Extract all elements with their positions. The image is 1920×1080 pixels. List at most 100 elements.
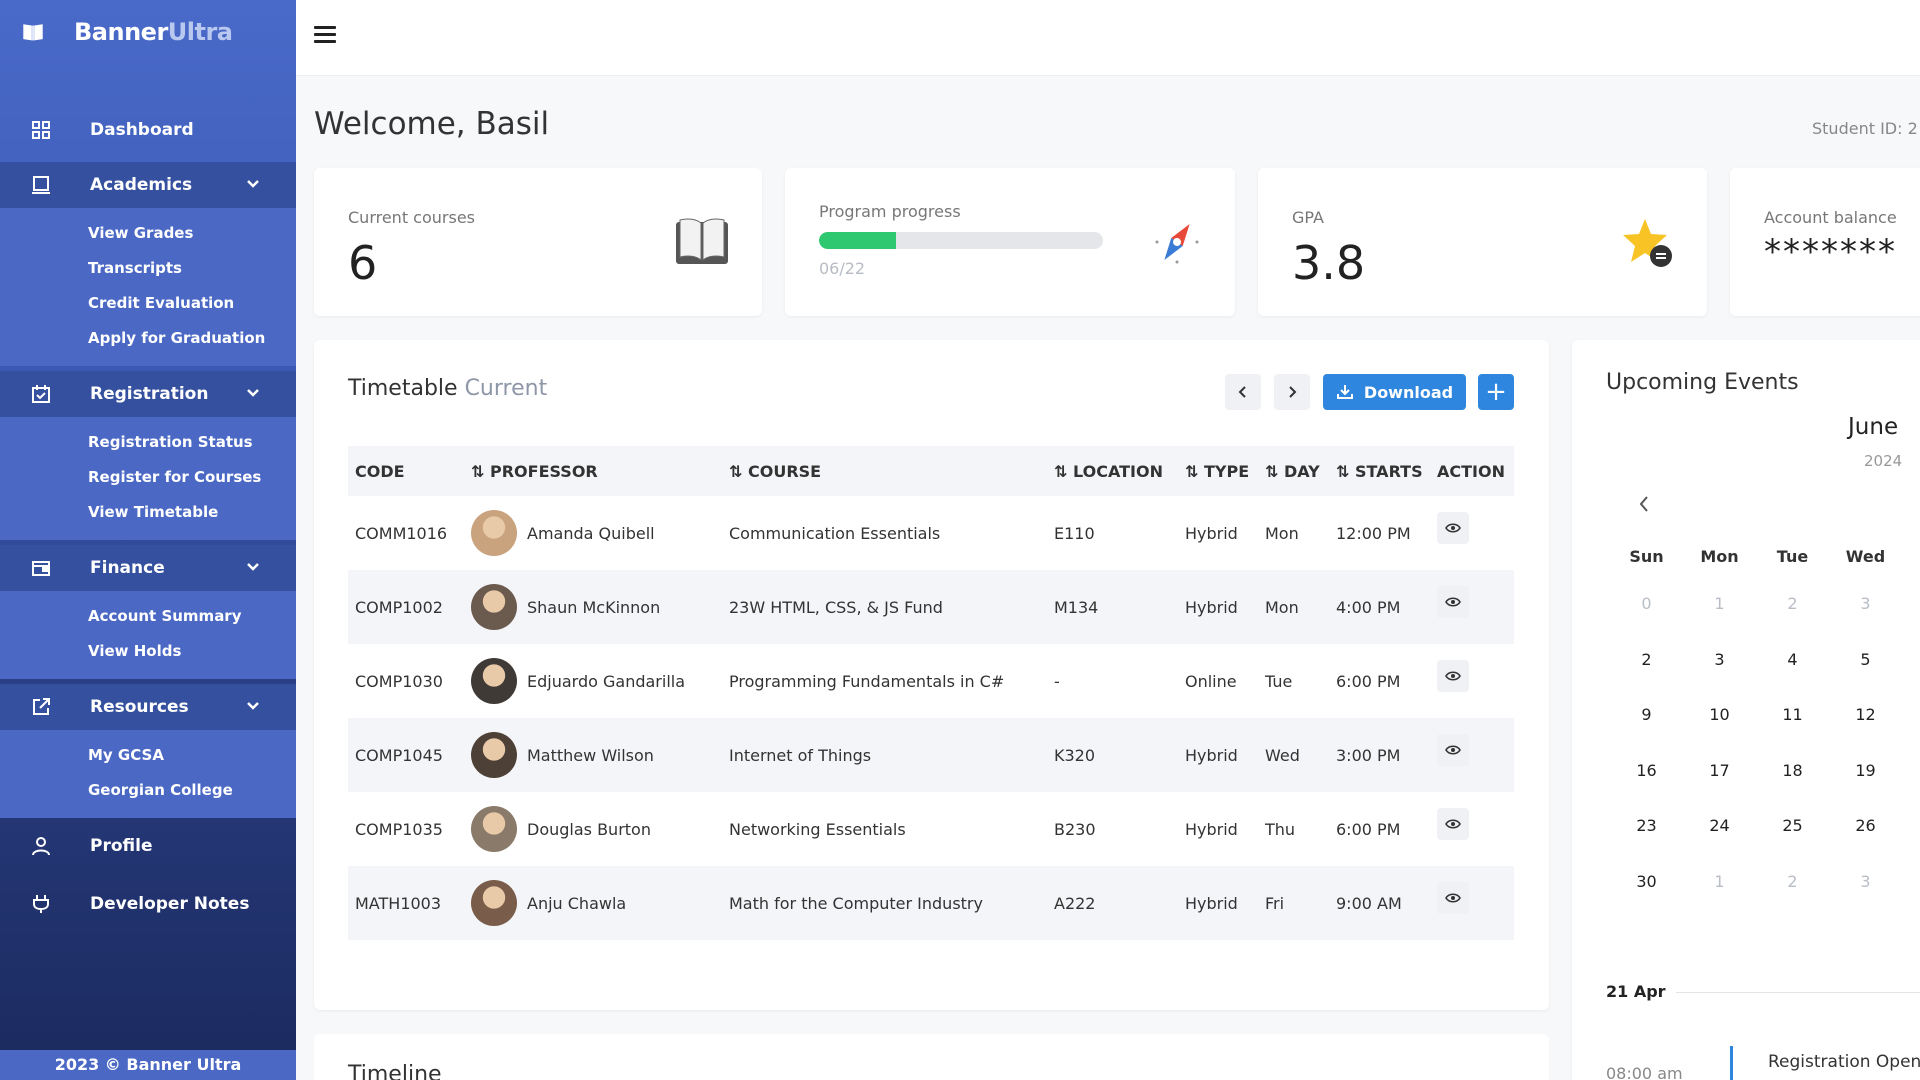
- sidebar-item-transcripts[interactable]: Transcripts: [88, 259, 182, 277]
- calendar-day[interactable]: 26: [1855, 816, 1876, 836]
- event-name[interactable]: Registration Open: [1768, 1052, 1920, 1072]
- view-button[interactable]: [1437, 512, 1469, 544]
- view-button[interactable]: [1437, 586, 1469, 618]
- calendar-day[interactable]: 1: [1714, 871, 1725, 891]
- sidebar-item-view-holds[interactable]: View Holds: [88, 642, 182, 660]
- hamburger-menu-icon[interactable]: [314, 26, 336, 44]
- grid-icon: [30, 119, 52, 141]
- sidebar-item-finance[interactable]: Finance: [0, 545, 296, 591]
- avatar: [471, 510, 517, 556]
- column-header-course[interactable]: ⇅ COURSE: [722, 446, 1047, 496]
- calendar-day[interactable]: 3: [1860, 871, 1871, 891]
- timetable-card: Timetable Current Download + CODE ⇅ PROF…: [314, 340, 1549, 1010]
- calendar-day[interactable]: 12: [1855, 705, 1876, 725]
- sidebar-item-registration-status[interactable]: Registration Status: [88, 433, 253, 451]
- calendar-day[interactable]: 3: [1860, 594, 1871, 614]
- add-button[interactable]: +: [1478, 374, 1514, 410]
- sort-icon: ⇅: [1265, 461, 1279, 481]
- sidebar-item-developer-notes[interactable]: Developer Notes: [0, 878, 296, 930]
- view-button[interactable]: [1437, 734, 1469, 766]
- cell-course: Programming Fundamentals in C#: [729, 671, 1005, 691]
- sidebar: BannerUltra Dashboard Academics View Gra…: [0, 0, 296, 1080]
- cell-type: Online: [1185, 671, 1237, 691]
- column-header-type[interactable]: ⇅ TYPE: [1178, 446, 1258, 496]
- stat-label: Account balance: [1764, 208, 1897, 227]
- cell-location: -: [1054, 671, 1060, 691]
- calendar-day[interactable]: 1: [1714, 594, 1725, 614]
- calendar-day[interactable]: 5: [1860, 649, 1871, 669]
- view-button[interactable]: [1437, 808, 1469, 840]
- calendar-day[interactable]: 2: [1787, 594, 1798, 614]
- resources-submenu: My GCSA Georgian College: [0, 730, 296, 818]
- calendar-day[interactable]: 3: [1714, 649, 1725, 669]
- download-icon: [1336, 385, 1353, 399]
- sidebar-item-my-gcsa[interactable]: My GCSA: [88, 746, 164, 764]
- calendar-day[interactable]: 19: [1855, 760, 1876, 780]
- cell-type: Hybrid: [1185, 819, 1238, 839]
- timetable-title: Timetable Current: [348, 376, 548, 401]
- column-header-day[interactable]: ⇅ DAY: [1258, 446, 1329, 496]
- cell-starts: 6:00 PM: [1336, 819, 1401, 839]
- view-button[interactable]: [1437, 882, 1469, 914]
- sort-icon: ⇅: [471, 461, 485, 481]
- column-header-professor[interactable]: ⇅ PROFESSOR: [464, 446, 722, 496]
- calendar-week-row: 2 3 4 5: [1610, 632, 1920, 688]
- calendar-day[interactable]: 2: [1787, 871, 1798, 891]
- calendar-day[interactable]: 24: [1709, 816, 1730, 836]
- sidebar-item-profile[interactable]: Profile: [0, 820, 296, 872]
- download-button[interactable]: Download: [1323, 374, 1466, 410]
- cell-location: A222: [1047, 866, 1178, 940]
- calendar-day[interactable]: 10: [1709, 705, 1730, 725]
- column-header-location[interactable]: ⇅ LOCATION: [1047, 446, 1178, 496]
- sidebar-item-apply-graduation[interactable]: Apply for Graduation: [88, 329, 266, 347]
- cell-starts: 6:00 PM: [1336, 671, 1401, 691]
- calendar-day[interactable]: 30: [1636, 871, 1657, 891]
- calendar-day[interactable]: 25: [1782, 816, 1803, 836]
- sidebar-item-dashboard[interactable]: Dashboard: [0, 106, 296, 154]
- sidebar-item-registration[interactable]: Registration: [0, 371, 296, 417]
- sidebar-item-view-grades[interactable]: View Grades: [88, 224, 194, 242]
- column-header-action: ACTION: [1430, 446, 1514, 496]
- cell-location: M134: [1047, 570, 1178, 644]
- calendar-grid: Sun Mon Tue Wed 0 1 2 3 2 3 4 5 9 10 11 12 16 17 18 19 23 24 2…: [1610, 536, 1920, 909]
- column-header-starts[interactable]: ⇅ STARTS: [1329, 446, 1430, 496]
- view-button[interactable]: [1437, 660, 1469, 692]
- sidebar-item-georgian-college[interactable]: Georgian College: [88, 781, 233, 799]
- calendar-day[interactable]: 23: [1636, 816, 1657, 836]
- sidebar-item-resources[interactable]: Resources: [0, 684, 296, 730]
- brand[interactable]: BannerUltra: [22, 12, 233, 52]
- table-row: COMM1016 Amanda Quibell Communication Esse…: [348, 496, 1514, 570]
- calendar-weekday-row: Sun Mon Tue Wed: [1610, 536, 1920, 576]
- next-button[interactable]: [1274, 374, 1310, 410]
- professor-name: Amanda Quibell: [527, 523, 655, 543]
- sidebar-item-view-timetable[interactable]: View Timetable: [88, 503, 219, 521]
- calendar-weekday: Mon: [1700, 546, 1739, 566]
- calendar-week-row: 0 1 2 3: [1610, 576, 1920, 632]
- calendar-day[interactable]: 11: [1782, 705, 1803, 725]
- sidebar-item-register-courses[interactable]: Register for Courses: [88, 468, 262, 486]
- calendar-day[interactable]: 16: [1636, 760, 1657, 780]
- finance-submenu: Account Summary View Holds: [0, 591, 296, 679]
- calendar-prev-button[interactable]: [1638, 494, 1650, 520]
- cell-code: COMP1002: [348, 570, 464, 644]
- cell-code: COMP1045: [348, 718, 464, 792]
- calendar-day[interactable]: 9: [1641, 705, 1652, 725]
- progress-bar: [819, 232, 1103, 249]
- calendar-day[interactable]: 0: [1641, 594, 1652, 614]
- calendar-day[interactable]: 2: [1641, 649, 1652, 669]
- stat-value: *******: [1764, 232, 1897, 272]
- timetable-table: CODE ⇅ PROFESSOR ⇅ COURSE ⇅ LOCATION ⇅ T…: [348, 446, 1514, 940]
- prev-button[interactable]: [1225, 374, 1261, 410]
- calendar-day[interactable]: 4: [1787, 649, 1798, 669]
- sidebar-item-credit-evaluation[interactable]: Credit Evaluation: [88, 294, 235, 312]
- cell-professor: Edjuardo Gandarilla: [464, 644, 722, 718]
- sidebar-item-academics[interactable]: Academics: [0, 162, 296, 208]
- calendar-day[interactable]: 17: [1709, 760, 1730, 780]
- cell-course: Communication Essentials: [729, 523, 941, 543]
- sidebar-item-account-summary[interactable]: Account Summary: [88, 607, 242, 625]
- calendar-day[interactable]: 18: [1782, 760, 1803, 780]
- sort-icon: ⇅: [1336, 461, 1350, 481]
- avatar: [471, 806, 517, 852]
- open-book-icon: [674, 216, 730, 272]
- column-header-code[interactable]: CODE: [348, 446, 464, 496]
